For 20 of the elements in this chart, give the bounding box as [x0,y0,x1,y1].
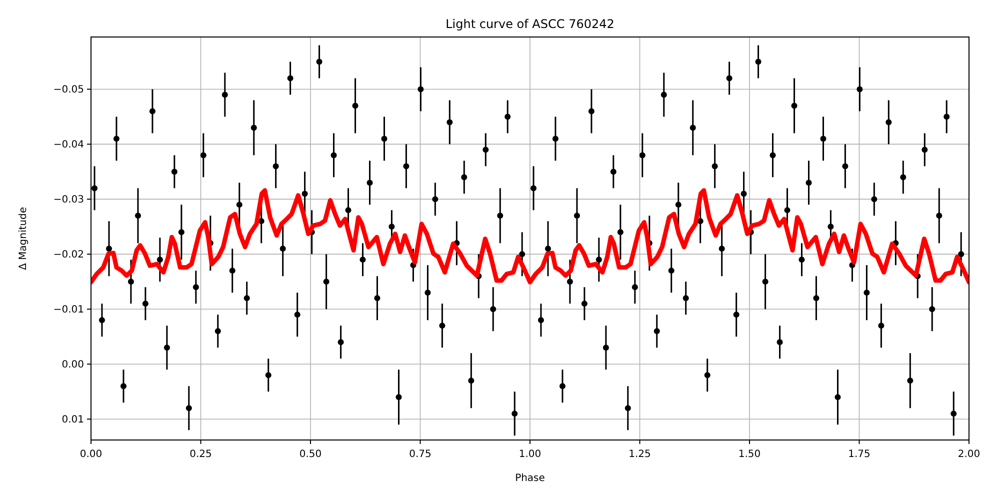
y-tick-label: −0.02 [53,250,84,261]
y-tick-label: −0.04 [53,140,84,151]
x-axis-title: Phase [515,473,545,484]
y-tick-label: −0.01 [53,304,84,316]
x-tick-label: 0.50 [299,449,322,460]
x-tick-label: 0.25 [190,449,212,460]
line-series [91,188,969,284]
y-tick-label: 0.00 [62,360,84,371]
x-tick-label: 1.50 [738,449,761,460]
chart-title: Light curve of ASCC 760242 [446,17,614,31]
x-tick-label: 1.25 [628,449,651,460]
x-tick-label: 0.00 [80,449,102,460]
y-axis-title: Δ Magnitude [18,207,29,270]
x-tick-label: 1.75 [848,449,870,460]
x-tick-label: 1.00 [518,449,542,460]
y-tick-label: 0.01 [62,414,84,426]
x-tick-label: 2.00 [958,449,980,460]
y-tick-label: −0.05 [53,84,84,96]
y-tick-label: −0.03 [53,194,84,206]
x-tick-label: 0.75 [409,449,432,460]
